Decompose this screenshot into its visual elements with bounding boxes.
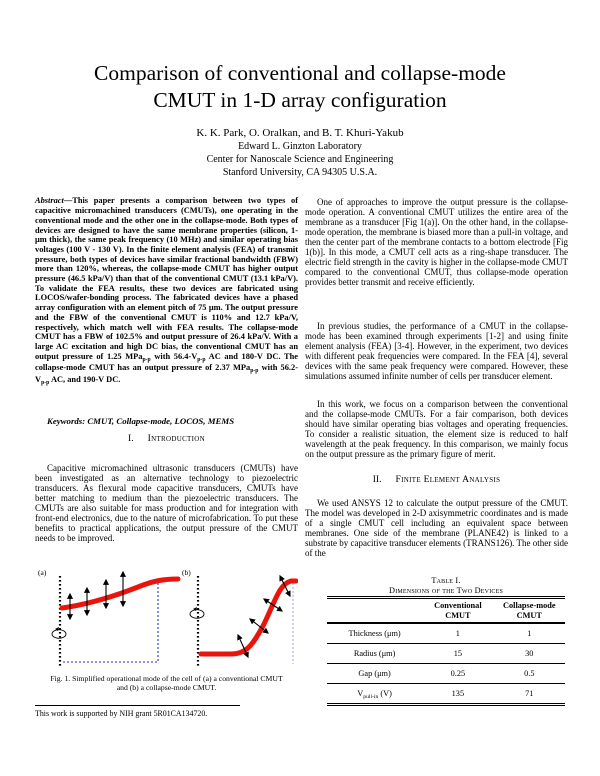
- cell-value: 1: [422, 623, 494, 644]
- cell-value: 0.25: [422, 663, 494, 684]
- motion-arrow-icon: [279, 574, 291, 598]
- row-label: Thickness (μm): [327, 623, 423, 644]
- figure-1: (a) (b): [38, 568, 298, 667]
- body-paragraph: We used ANSYS 12 to calculate the output…: [305, 498, 569, 558]
- cell-value: 0.5: [493, 663, 565, 684]
- cell-value: 135: [451, 689, 465, 698]
- panel-b-label: (b): [182, 568, 191, 577]
- table-row: Vpull-in (V) 135 71: [327, 684, 565, 705]
- table-1-label: Table I.: [431, 576, 461, 585]
- motion-arrow-icon: [237, 633, 249, 659]
- right-column: One of approaches to improve the output …: [305, 188, 568, 776]
- table-header-conventional: Conventional CMUT: [422, 597, 494, 624]
- rotation-arrowhead-icon: [55, 627, 59, 631]
- author-block: K. K. Park, O. Oralkan, and B. T. Khuri-…: [0, 126, 600, 179]
- membrane-curve-a: [59, 576, 181, 611]
- introduction-paragraph: Capacitive micromachined ultrasonic tran…: [35, 463, 298, 543]
- section-title: Introduction: [147, 433, 205, 444]
- cell-value: 71: [525, 689, 534, 698]
- body-paragraph: In previous studies, the performance of …: [305, 321, 568, 381]
- footnote-rule: [35, 705, 240, 706]
- rotation-arrow-icon: [189, 609, 205, 619]
- affiliation-line: Edward L. Ginzton Laboratory: [238, 141, 362, 152]
- table-header-collapse: Collapse-mode CMUT: [493, 597, 565, 624]
- page-title: Comparison of conventional and collapse-…: [0, 60, 600, 114]
- rotation-arrowhead-icon: [193, 607, 197, 611]
- footnote: This work is supported by NIH grant 5R01…: [35, 705, 267, 718]
- row-label: Radius (μm): [327, 643, 423, 664]
- affiliation-line: Stanford University, CA 94305 U.S.A.: [222, 167, 378, 178]
- table-1-caption: Dimensions of the Two Devices: [389, 585, 503, 595]
- figure-1-caption: Fig. 1. Simplified operational mode of t…: [50, 674, 283, 692]
- section-heading-introduction: I. Introduction: [35, 433, 298, 444]
- table-header-empty: [327, 597, 423, 624]
- table-row: Radius (μm) 15 30: [327, 643, 565, 664]
- dimensions-table: Conventional CMUT Collapse-mode CMUT Thi…: [327, 596, 565, 706]
- table-row: Gap (μm) 0.25 0.5: [327, 663, 565, 684]
- body-paragraph: In this work, we focus on a comparison b…: [305, 399, 568, 459]
- affiliation-line: Center for Nanoscale Science and Enginee…: [206, 154, 394, 165]
- authors-line: K. K. Park, O. Oralkan, and B. T. Khuri-…: [196, 127, 404, 139]
- left-column: Abstract—This paper presents a compariso…: [35, 188, 298, 776]
- body-paragraph: One of approaches to improve the output …: [305, 197, 568, 287]
- rotation-arrow-icon: [51, 629, 67, 639]
- section-number: I.: [128, 433, 134, 444]
- section-title: Finite Element Analysis: [395, 474, 501, 485]
- membrane-curve-b: [198, 578, 298, 657]
- section-number: II.: [372, 474, 382, 485]
- abstract-paragraph: Abstract—This paper presents a compariso…: [35, 196, 298, 387]
- title-line-1: Comparison of conventional and collapse-…: [94, 61, 506, 85]
- table-1: Table I. Dimensions of the Two Devices C…: [327, 576, 565, 706]
- motion-arrow-icon: [249, 618, 269, 634]
- cell-value: 30: [493, 643, 565, 664]
- motion-arrow-icon: [262, 598, 284, 612]
- table-header-row: Conventional CMUT Collapse-mode CMUT: [327, 597, 565, 624]
- two-column-body: Abstract—This paper presents a compariso…: [35, 188, 568, 776]
- row-label: Gap (μm): [327, 663, 423, 684]
- footnote-text: This work is supported by NIH grant 5R01…: [35, 709, 208, 718]
- row-label: Vpull-in (V): [357, 689, 392, 700]
- keywords-line: Keywords: CMUT, Collapse-mode, LOCOS, ME…: [47, 415, 235, 426]
- table-row: Thickness (μm) 1 1: [327, 623, 565, 644]
- cell-value: 15: [422, 643, 494, 664]
- title-line-2: CMUT in 1-D array configuration: [153, 88, 447, 112]
- cell-value: 1: [493, 623, 565, 644]
- section-heading-fea: II. Finite Element Analysis: [305, 474, 568, 485]
- panel-a-label: (a): [38, 568, 47, 577]
